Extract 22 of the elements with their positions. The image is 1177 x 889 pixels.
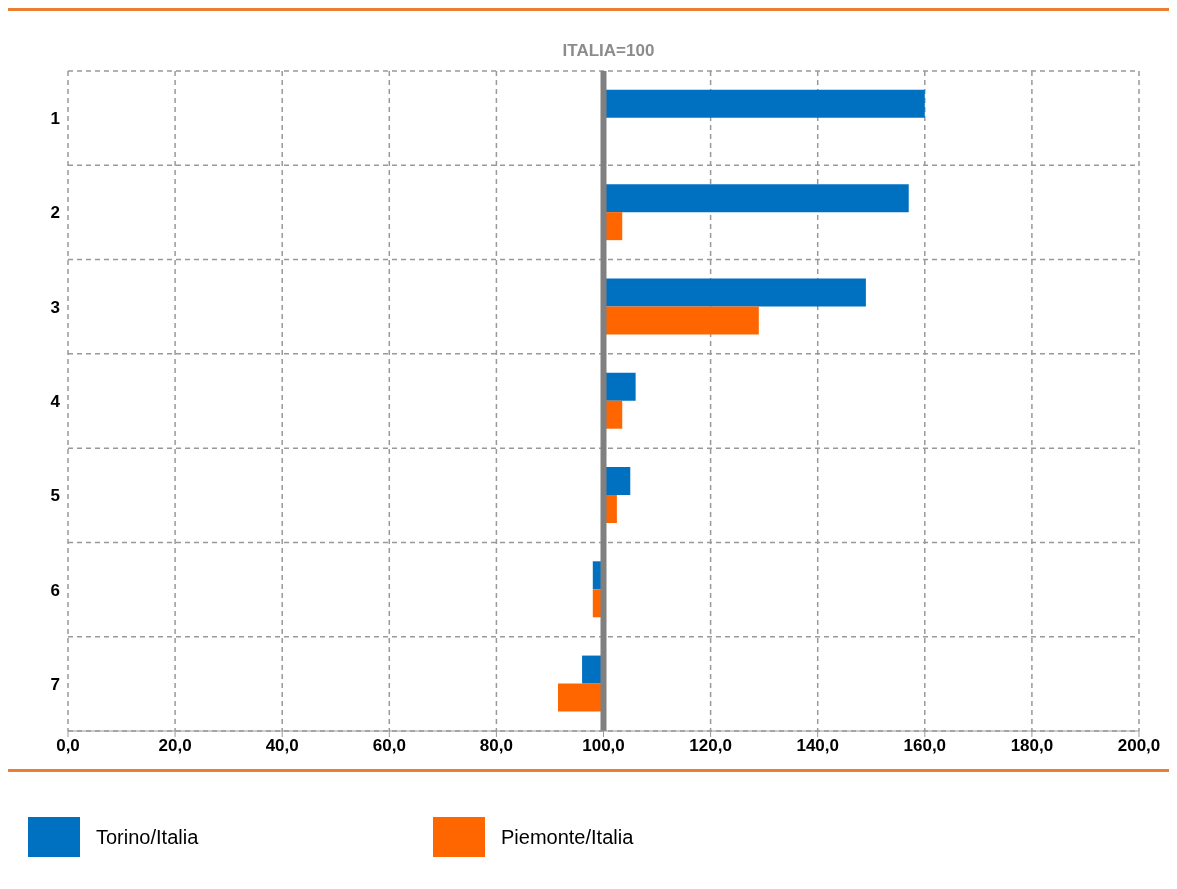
x-tick-label: 40,0	[265, 736, 299, 756]
x-tick-label: 160,0	[903, 736, 947, 756]
x-tick-label: 0,0	[56, 736, 80, 756]
x-tick-label: 140,0	[796, 736, 839, 756]
y-tick-label: 5	[50, 486, 60, 506]
bar	[557, 683, 604, 712]
x-tick-label: 60,0	[372, 736, 406, 756]
y-tick-label: 4	[50, 392, 61, 412]
x-tick-label: 100,0	[582, 736, 625, 756]
x-tick-label: 20,0	[158, 736, 192, 756]
y-tick-label: 7	[50, 674, 60, 694]
y-tick-label: 2	[50, 203, 60, 223]
legend-label: Torino/Italia	[96, 825, 199, 849]
chart-title: ITALIA=100	[561, 41, 656, 61]
x-tick-label: 200,0	[1117, 736, 1161, 756]
x-tick-label: 180,0	[1010, 736, 1054, 756]
y-tick-label: 3	[50, 297, 60, 317]
legend-label: Piemonte/Italia	[501, 825, 634, 849]
y-tick-label: 1	[50, 109, 60, 129]
y-tick-label: 6	[50, 580, 60, 600]
x-tick-label: 80,0	[479, 736, 513, 756]
x-tick-label: 120,0	[689, 736, 732, 756]
